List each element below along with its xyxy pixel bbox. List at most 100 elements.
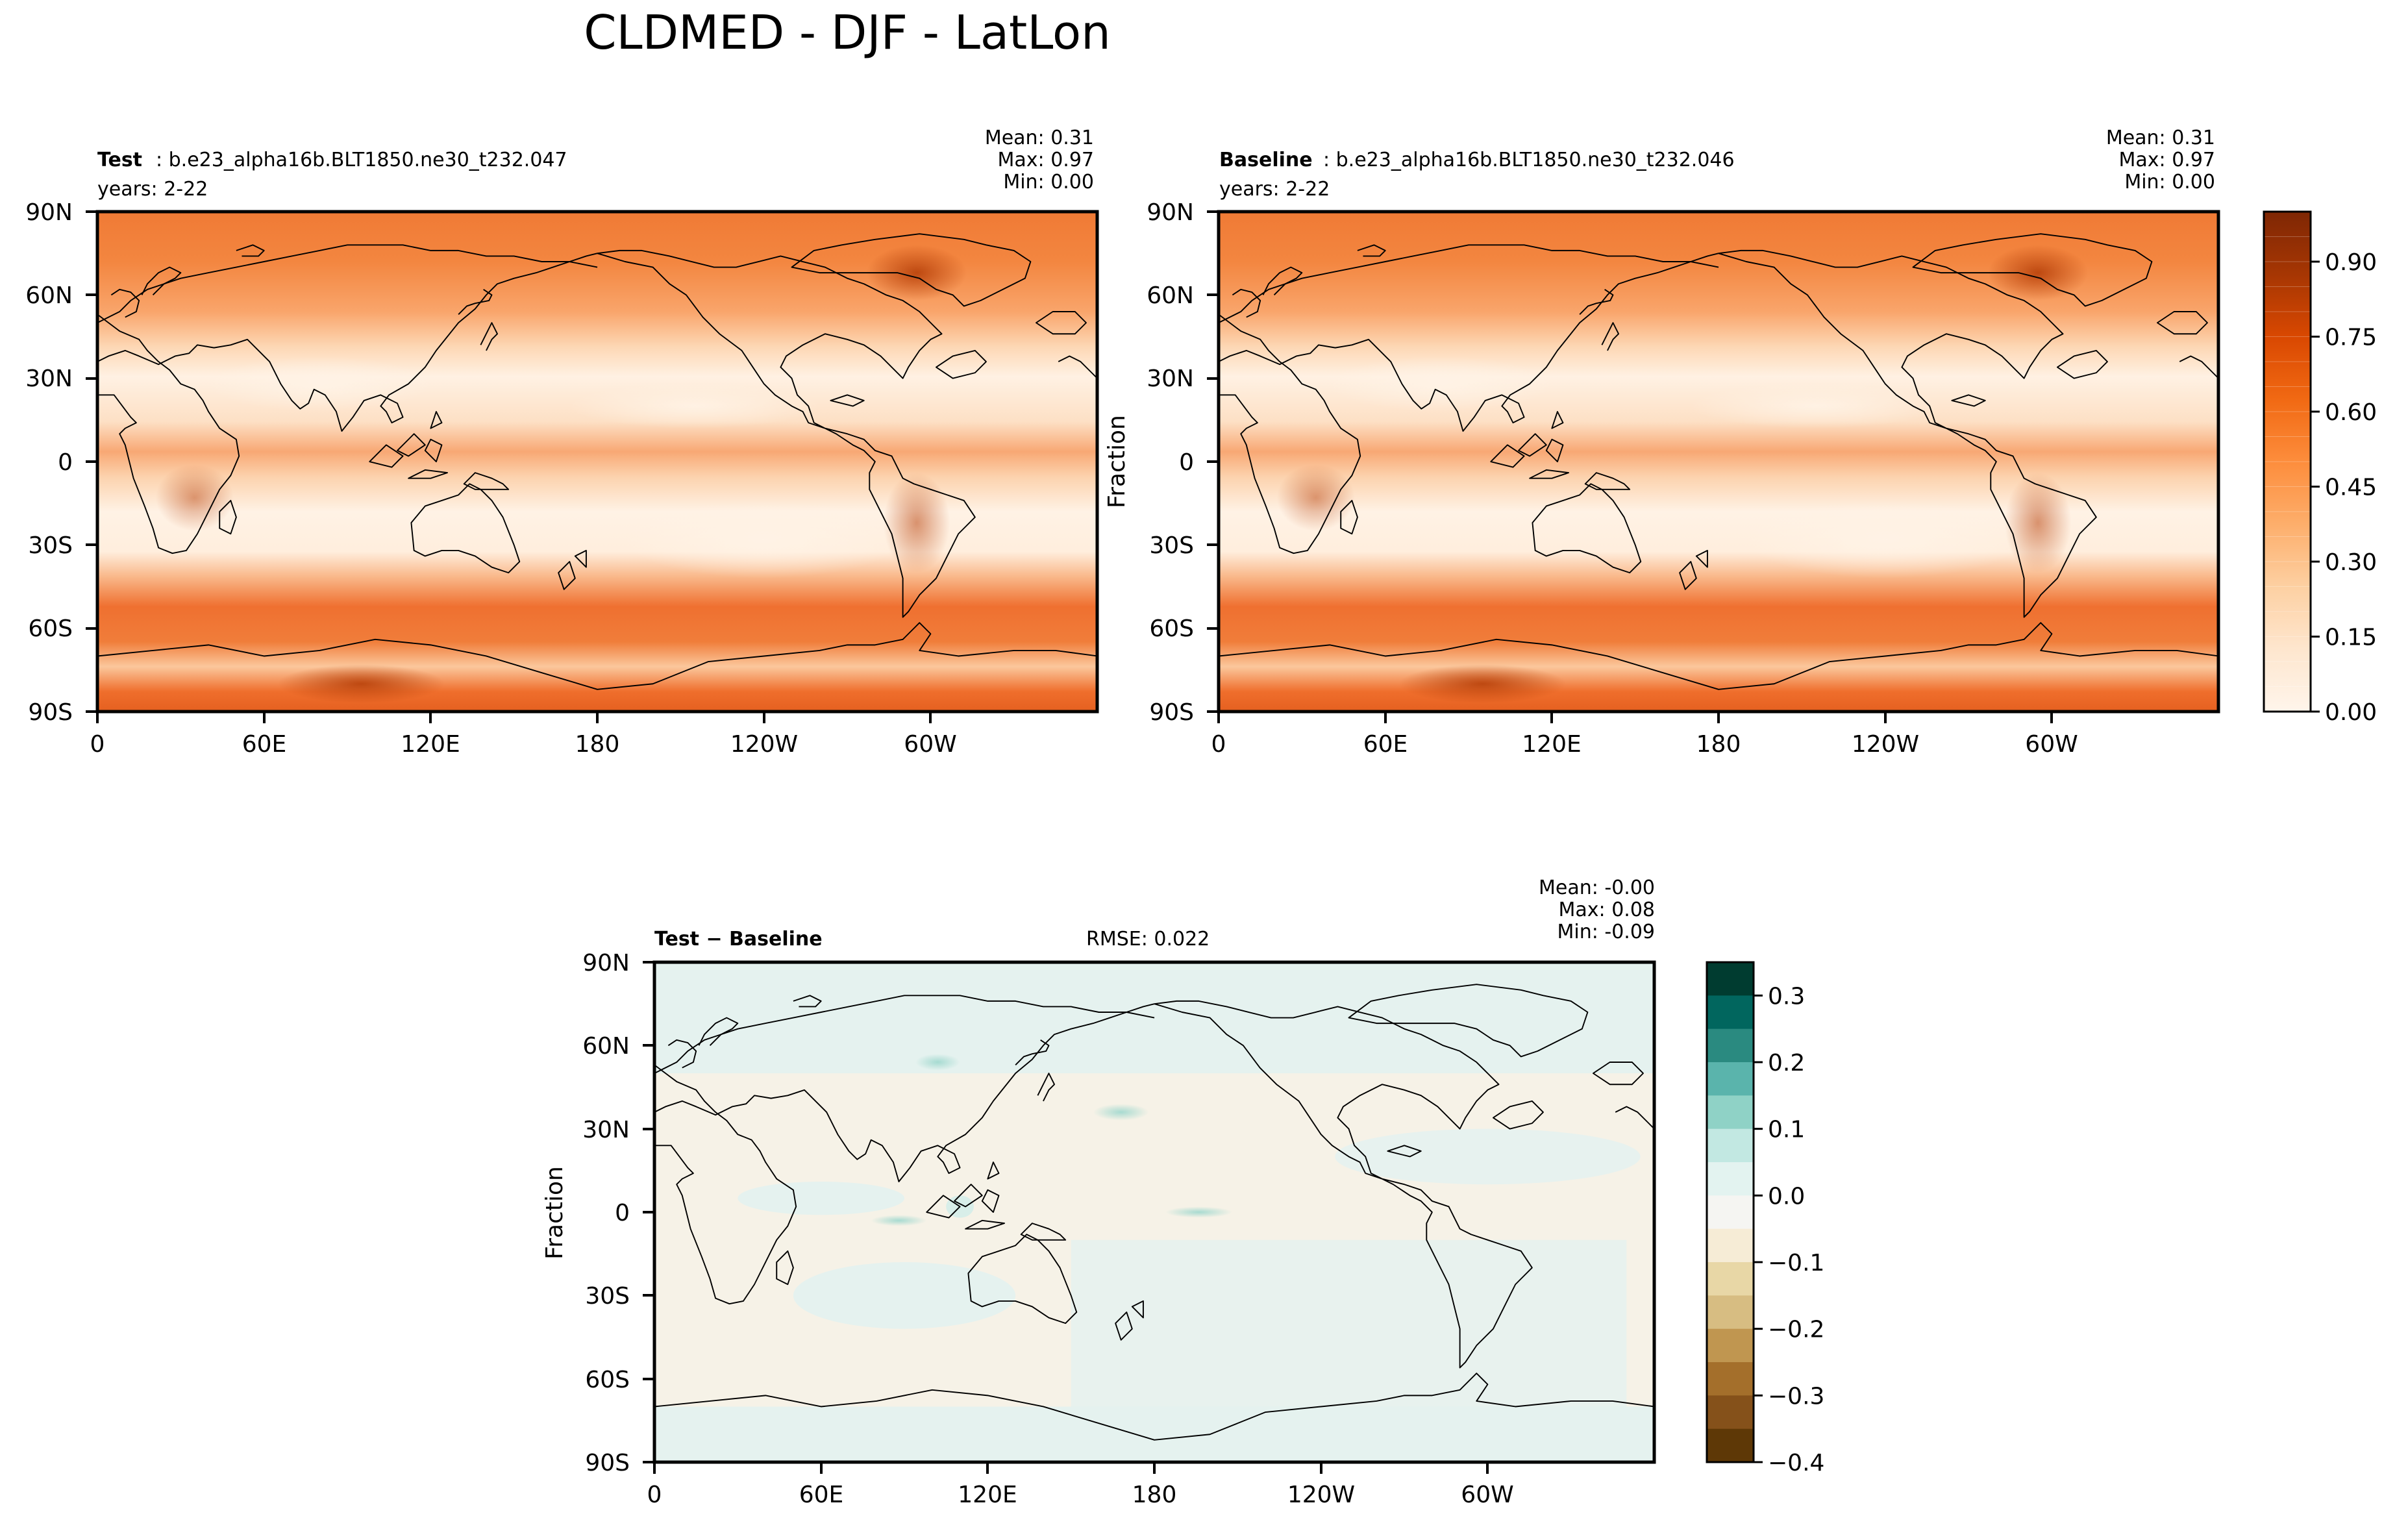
test-lon-tick-60w: 60W <box>904 731 956 758</box>
baseline-lat-tick-0: 0 <box>1179 449 1194 476</box>
colorbar-brbg-band <box>1707 1095 1754 1130</box>
baseline-lat-tick-90n: 90N <box>1147 199 1194 226</box>
test-stat-mean: Mean: 0.31 <box>985 127 1094 149</box>
baseline-panel: Baseline : b.e23_alpha16b.BLT1850.ne30_t… <box>1104 127 2220 758</box>
diff-lat-tick-30n: 30N <box>582 1117 630 1143</box>
test-lat-tick-60n: 60N <box>25 282 73 309</box>
baseline-label-bold: Baseline <box>1219 149 1313 171</box>
diff-stat-max: Max: 0.08 <box>1559 899 1655 921</box>
colorbar-brbg-tick-label: 0.0 <box>1768 1183 1805 1210</box>
test-lat-tick-60s: 60S <box>28 615 73 642</box>
colorbar-brbg-band <box>1707 1162 1754 1196</box>
test-lon-tick-60e: 60E <box>242 731 287 758</box>
baseline-years: years: 2-22 <box>1219 178 1330 201</box>
test-lon-tick-120w: 120W <box>730 731 798 758</box>
figure-title: CLDMED - DJF - LatLon <box>584 5 1110 60</box>
diff-lon-tick-60e: 60E <box>799 1482 844 1508</box>
colorbar-oranges: 0.00 0.15 0.30 0.45 0.60 0.75 0.90 <box>2263 210 2377 726</box>
colorbar-brbg-band <box>1707 1028 1754 1063</box>
colorbar-oranges-tick-label: 0.60 <box>2325 399 2377 426</box>
test-label-bold: Test <box>97 149 142 171</box>
diff-rmse: RMSE: 0.022 <box>1086 928 1210 951</box>
test-lon-tick-180: 180 <box>575 731 620 758</box>
diff-lat-tick-90s: 90S <box>585 1450 630 1476</box>
colorbar-brbg-band <box>1707 1395 1754 1430</box>
diff-stat-min: Min: -0.09 <box>1558 921 1656 943</box>
diff-lon-tick-180: 180 <box>1132 1482 1177 1508</box>
baseline-stat-max: Max: 0.97 <box>2119 149 2215 171</box>
baseline-lat-tick-90s: 90S <box>1149 699 1194 726</box>
baseline-map <box>1218 212 2220 712</box>
test-lat-tick-90s: 90S <box>28 699 73 726</box>
diff-lat-tick-60s: 60S <box>585 1367 630 1393</box>
colorbar-brbg-tick-label: −0.1 <box>1768 1250 1824 1276</box>
test-lon-tick-120e: 120E <box>401 731 460 758</box>
diff-lat-tick-30s: 30S <box>585 1283 630 1310</box>
colorbar-oranges-tick-label: 0.00 <box>2325 699 2377 726</box>
difference-panel: Test − Baseline RMSE: 0.022 Mean: -0.00 … <box>541 876 1656 1508</box>
test-lat-tick-0: 0 <box>58 449 73 476</box>
baseline-stat-min: Min: 0.00 <box>2124 171 2215 193</box>
baseline-lat-axis: 90N 60N 30N 0 30S 60S 90S <box>1147 199 1194 726</box>
colorbar-brbg-band <box>1707 995 1754 1030</box>
colorbar-brbg: 0.3 0.2 0.1 0.0 −0.1 −0.2 −0.3 −0.4 <box>1706 961 1824 1476</box>
diff-lon-tick-60w: 60W <box>1461 1482 1513 1508</box>
colorbar-brbg-tick-label: 0.2 <box>1768 1050 1805 1076</box>
colorbar-brbg-band <box>1707 1428 1754 1463</box>
colorbar-oranges-tick-label: 0.90 <box>2325 249 2377 276</box>
colorbar-brbg-band <box>1707 1328 1754 1363</box>
diff-label: Test − Baseline <box>654 928 823 951</box>
baseline-lat-tick-30s: 30S <box>1149 532 1194 559</box>
colorbar-oranges-tick-label: 0.30 <box>2325 549 2377 576</box>
diff-lon-tick-120w: 120W <box>1287 1482 1355 1508</box>
baseline-lon-tick-60w: 60W <box>2025 731 2078 758</box>
colorbar-brbg-tick-label: 0.3 <box>1768 983 1805 1010</box>
test-label-case: : b.e23_alpha16b.BLT1850.ne30_t232.047 <box>156 149 567 171</box>
baseline-lat-tick-60s: 60S <box>1149 615 1194 642</box>
colorbar-brbg-band <box>1707 1262 1754 1296</box>
test-lon-axis: 0 60E 120E 180 120W 60W <box>90 731 957 758</box>
test-stat-min: Min: 0.00 <box>1003 171 1094 193</box>
colorbar-brbg-tick-label: −0.4 <box>1768 1450 1824 1476</box>
colorbar-oranges-fill <box>2264 212 2311 712</box>
baseline-stat-mean: Mean: 0.31 <box>2106 127 2215 149</box>
baseline-lon-tick-60e: 60E <box>1363 731 1408 758</box>
test-years: years: 2-22 <box>97 178 208 201</box>
colorbar-oranges-tick-label: 0.15 <box>2325 625 2377 651</box>
colorbar-brbg-band <box>1707 1362 1754 1396</box>
test-lat-tick-30s: 30S <box>28 532 73 559</box>
diff-lon-tick-0: 0 <box>647 1482 662 1508</box>
colorbar-brbg-tick-label: −0.3 <box>1768 1383 1824 1410</box>
test-stat-max: Max: 0.97 <box>998 149 1094 171</box>
diff-lat-axis: 90N 60N 30N 0 30S 60S 90S <box>582 950 630 1476</box>
colorbar-brbg-tick-label: 0.1 <box>1768 1117 1805 1143</box>
baseline-lon-tick-180: 180 <box>1696 731 1741 758</box>
baseline-lat-tick-60n: 60N <box>1147 282 1194 309</box>
baseline-lon-tick-0: 0 <box>1211 731 1226 758</box>
colorbar-brbg-band <box>1707 1195 1754 1230</box>
diff-lat-tick-60n: 60N <box>582 1033 630 1060</box>
test-map <box>97 212 1098 712</box>
colorbar-brbg-band <box>1707 962 1754 996</box>
test-lon-tick-0: 0 <box>90 731 105 758</box>
colorbar-oranges-tick-label: 0.75 <box>2325 325 2377 351</box>
diff-lon-axis: 0 60E 120E 180 120W 60W <box>647 1482 1514 1508</box>
baseline-lon-axis: 0 60E 120E 180 120W 60W <box>1211 731 2078 758</box>
diff-ylabel: Fraction <box>541 1166 568 1260</box>
colorbar-brbg-band <box>1707 1062 1754 1096</box>
test-lat-tick-90n: 90N <box>25 199 73 226</box>
colorbar-brbg-tick-label: −0.2 <box>1768 1317 1824 1343</box>
baseline-lon-tick-120e: 120E <box>1522 731 1581 758</box>
colorbar-oranges-tick-label: 0.45 <box>2325 475 2377 501</box>
colorbar-brbg-band <box>1707 1295 1754 1330</box>
test-panel: Test : b.e23_alpha16b.BLT1850.ne30_t232.… <box>25 127 1099 758</box>
difference-map <box>654 962 1656 1463</box>
diff-lat-tick-0: 0 <box>615 1200 630 1226</box>
diff-lat-tick-90n: 90N <box>582 950 630 976</box>
baseline-lon-tick-120w: 120W <box>1852 731 1919 758</box>
test-lat-axis: 90N 60N 30N 0 30S 60S 90S <box>25 199 73 726</box>
diff-lon-tick-120e: 120E <box>958 1482 1017 1508</box>
baseline-ylabel: Fraction <box>1104 415 1130 508</box>
colorbar-brbg-band <box>1707 1128 1754 1163</box>
